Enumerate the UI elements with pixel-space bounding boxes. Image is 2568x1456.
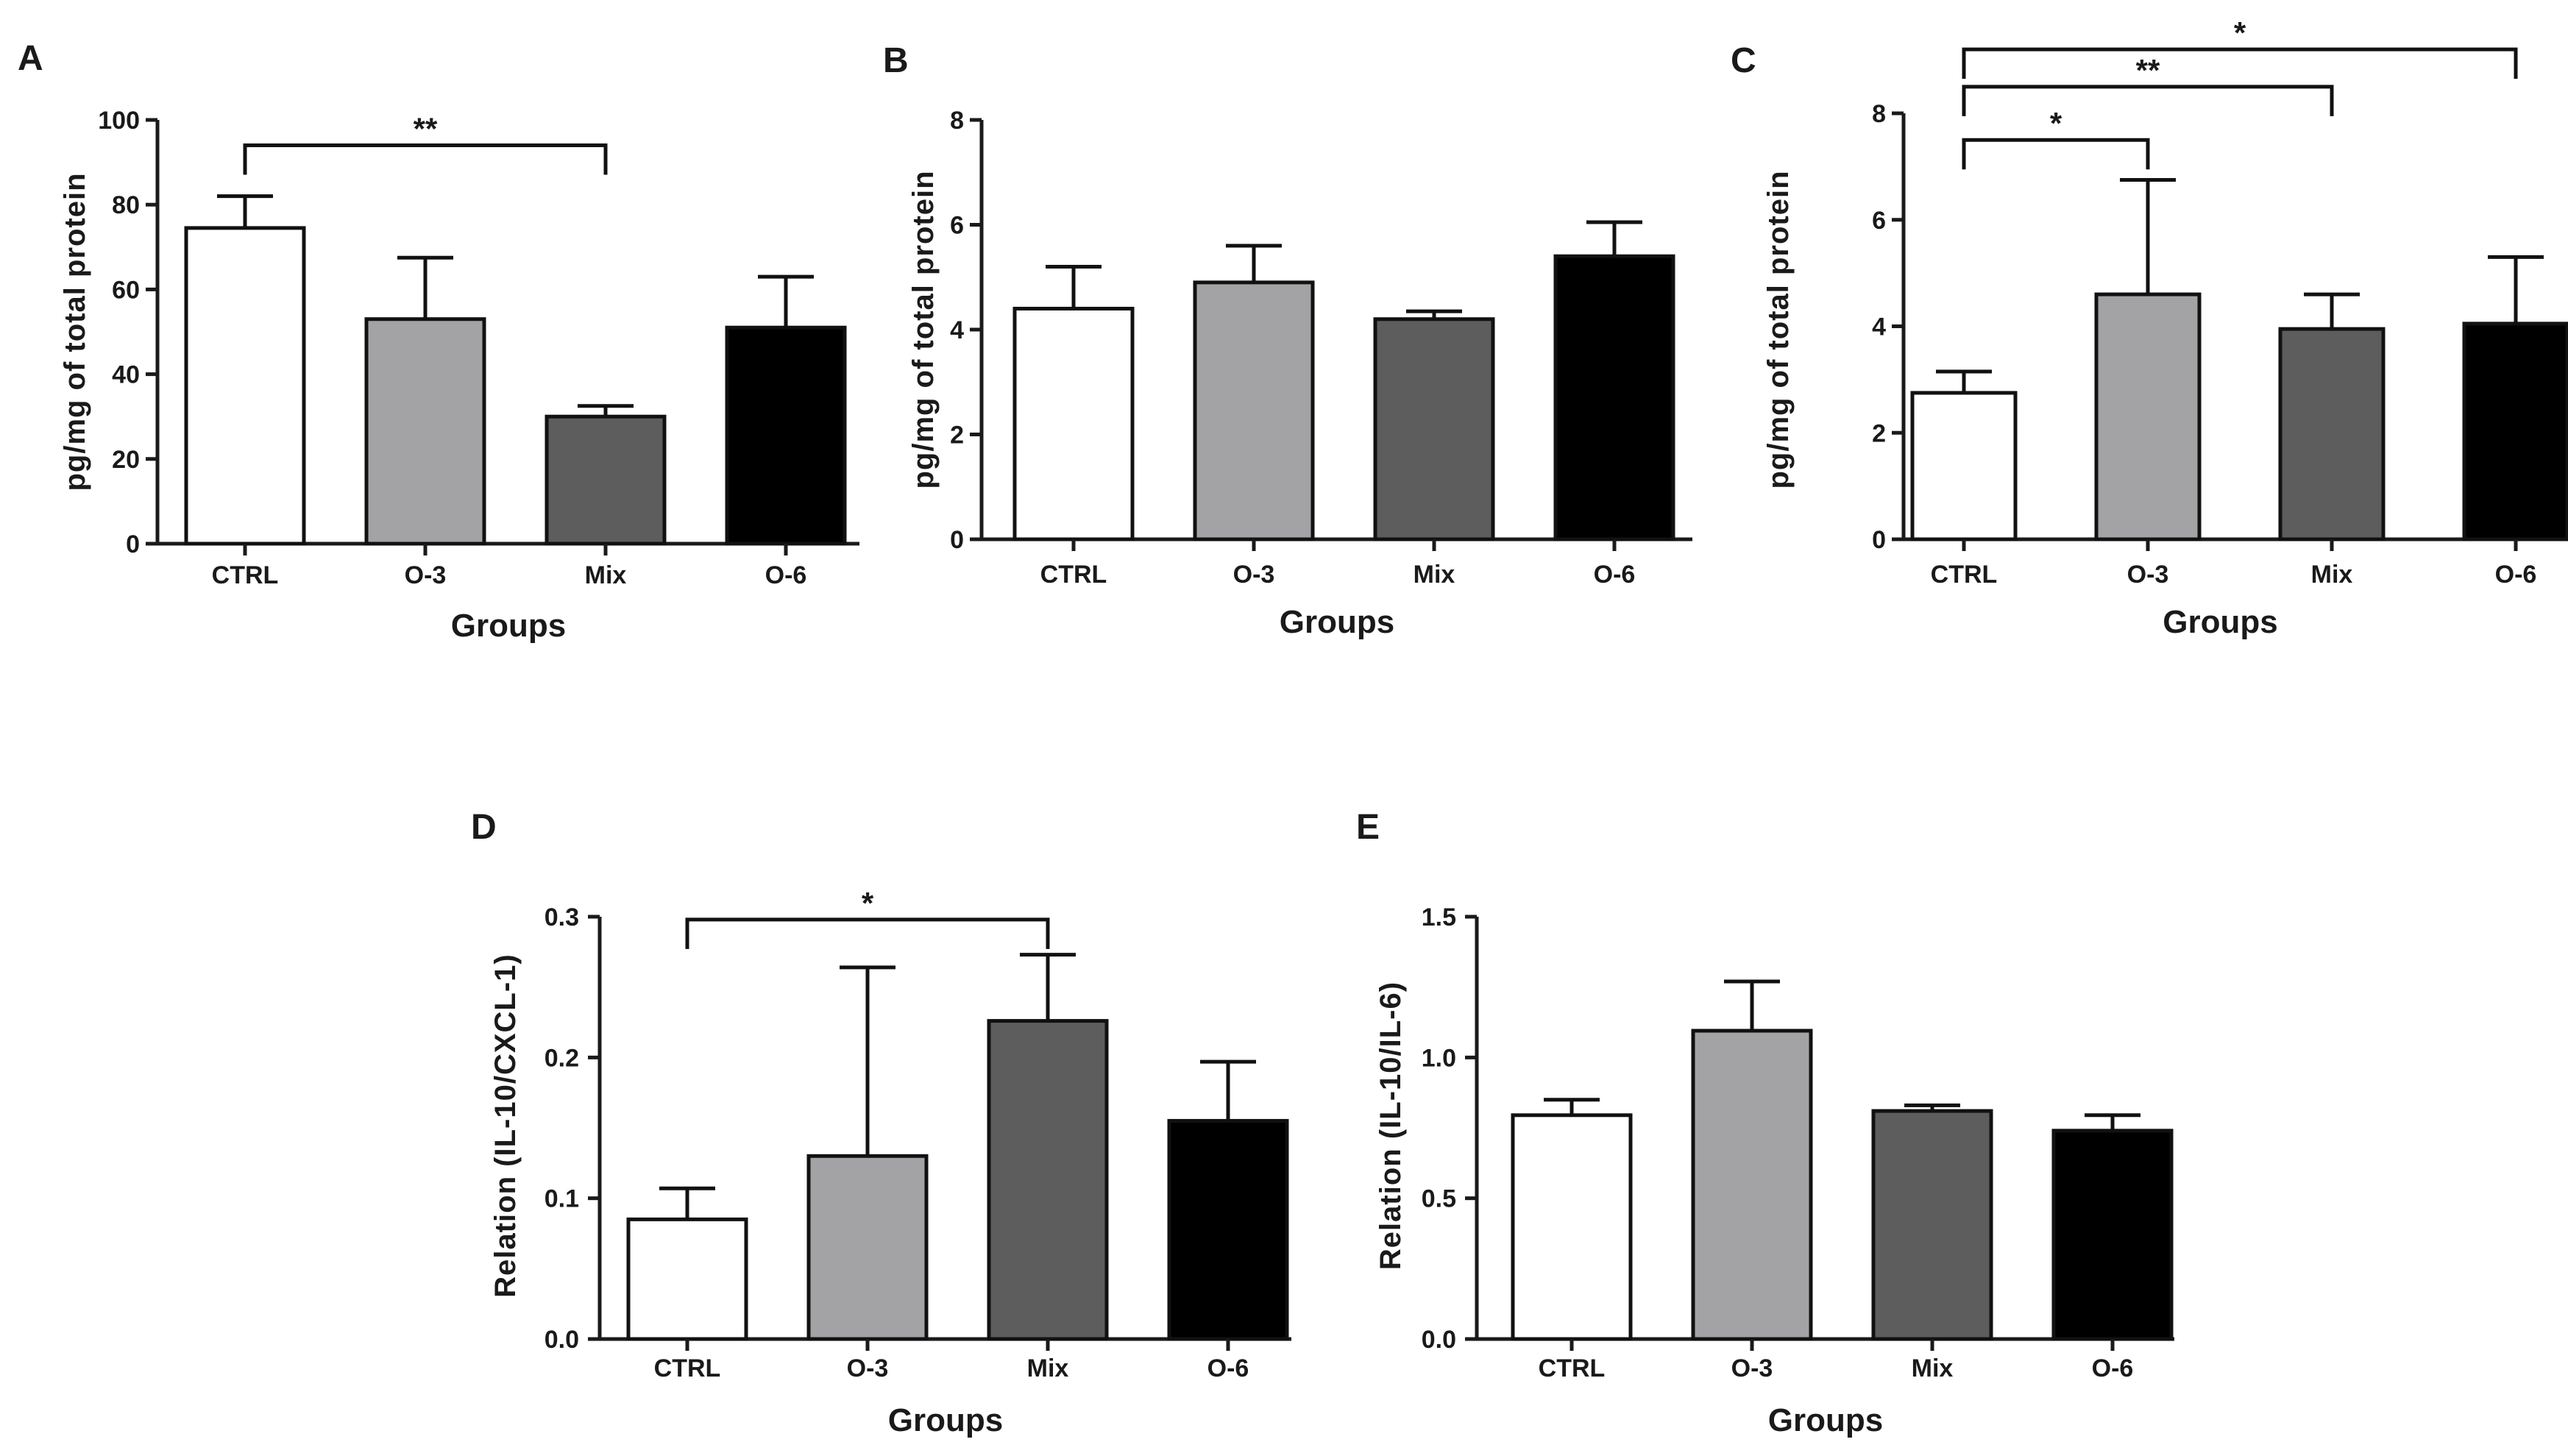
panel-a-bar-o-6 (725, 325, 847, 546)
panel-d-significance-label: * (862, 886, 874, 920)
panel-b-y-tick-label: 2 (950, 422, 964, 450)
panel-e-y-axis-title: Relation (IL-10/IL-6) (1375, 981, 1407, 1270)
panel-d-letter: D (471, 808, 497, 847)
panel-c-significance-bracket (1962, 85, 2334, 116)
panel-b-y-tick-label: 4 (950, 316, 964, 344)
panel-c-y-tick-label: 4 (1872, 313, 1886, 341)
panel-b-bar-mix (1373, 317, 1495, 541)
panel-c-significance-bracket (1962, 138, 2150, 170)
panel-a-x-tick-label: O-6 (765, 561, 807, 589)
panel-a-y-tick-label: 40 (112, 361, 140, 389)
panel-d-bar-ctrl (626, 1217, 748, 1341)
panel-a: A 0 20 40 60 80 100 CTRL O-3 Mix O-6 Groups pg/mg of… (18, 39, 859, 644)
panel-d-significance-bracket (685, 917, 1050, 949)
panel-d-y-tick-label: 0.3 (545, 903, 579, 931)
panel-b-y-tick-label: 0 (950, 526, 964, 554)
panel-b-bar-ctrl (1012, 307, 1135, 541)
panel-d-x-tick-label: CTRL (654, 1354, 721, 1382)
panel-d-y-axis-title: Relation (IL-10/CXCL-1) (489, 953, 522, 1297)
panel-e-bar-mix (1871, 1109, 1993, 1341)
panel-b-x-axis-title: Groups (1280, 604, 1394, 640)
panel-a-bar-o-3 (364, 317, 486, 546)
panel-e-y-tick-label: 1.0 (1422, 1044, 1456, 1072)
panel-a-significance-label: ** (414, 112, 438, 146)
panel-e-x-axis-title: Groups (1768, 1402, 1883, 1438)
panel-b-bar-o-3 (1193, 280, 1315, 541)
panel-e-y-tick-label: 1.5 (1422, 903, 1456, 931)
panel-e-bar-ctrl (1511, 1113, 1633, 1341)
panel-d-bar-o-3 (806, 1154, 929, 1341)
panel-c: C 0 2 4 6 8 CTRL O-3 Mix O-6 Groups pg/mg of total … (1731, 15, 2568, 640)
panel-a-y-tick-label: 100 (98, 107, 140, 135)
panel-a-y-tick-label: 20 (112, 446, 140, 474)
panel-e-x-tick-label: O-3 (1731, 1354, 1773, 1382)
panel-c-significance-bracket (1962, 47, 2518, 79)
panel-c-y-tick-label: 0 (1872, 526, 1886, 554)
panel-c-significance-label: * (2234, 15, 2246, 50)
panel-a-bar-ctrl (184, 226, 306, 546)
panel-d-x-tick-label: Mix (1027, 1354, 1069, 1382)
panel-e-y-tick-label: 0.5 (1422, 1185, 1456, 1213)
panel-d-x-tick-label: O-6 (1207, 1354, 1249, 1382)
panel-c-significance-label: ** (2136, 53, 2160, 88)
panel-e-bar-o-6 (2051, 1129, 2174, 1341)
panel-d-bar-o-6 (1167, 1118, 1289, 1341)
panel-a-y-tick-label: 0 (126, 530, 140, 558)
panel-d-x-tick-label: O-3 (847, 1354, 889, 1382)
panel-a-x-tick-label: CTRL (212, 561, 279, 589)
panel-e: E 0.0 0.5 1.0 1.5 CTRL O-3 Mix O-6 Groups Relation… (1356, 808, 2174, 1438)
panel-c-bar-o-6 (2462, 322, 2568, 541)
panel-b-letter: B (883, 41, 909, 80)
panel-d-x-axis-title: Groups (888, 1402, 1003, 1438)
panel-c-x-tick-label: O-6 (2495, 561, 2537, 589)
panel-b-y-tick-label: 8 (950, 107, 964, 135)
panel-b-bar-o-6 (1553, 254, 1675, 541)
panel-d-y-tick-label: 0.2 (545, 1044, 579, 1072)
panel-d: D 0.0 0.1 0.2 0.3 CTRL O-3 Mix O-6 Groups Relation… (471, 808, 1291, 1438)
panel-c-letter: C (1731, 41, 1756, 80)
panel-a-y-tick-label: 60 (112, 276, 140, 304)
panel-b: B 0 2 4 6 8 CTRL O-3 Mix O-6 Groups pg/mg of total … (883, 41, 1692, 640)
panel-c-bar-mix (2278, 327, 2386, 541)
panel-e-letter: E (1356, 808, 1380, 847)
panel-d-bar-mix (987, 1019, 1109, 1341)
panel-c-y-tick-label: 8 (1872, 100, 1886, 128)
panel-c-x-axis-title: Groups (2163, 604, 2277, 640)
panel-c-bar-ctrl (1910, 391, 2018, 541)
panel-c-y-tick-label: 6 (1872, 207, 1886, 235)
panel-c-x-tick-label: O-3 (2127, 561, 2169, 589)
panel-c-y-axis-title: pg/mg of total protein (1762, 170, 1795, 489)
panel-e-x-tick-label: CTRL (1539, 1354, 1606, 1382)
panel-a-x-axis-title: Groups (451, 608, 566, 644)
panel-e-bar-o-3 (1691, 1029, 1813, 1341)
panel-e-x-tick-label: Mix (1912, 1354, 1954, 1382)
panel-b-y-tick-label: 6 (950, 212, 964, 240)
panel-b-y-axis-title: pg/mg of total protein (907, 170, 940, 489)
panel-e-x-tick-label: O-6 (2092, 1354, 2134, 1382)
panel-e-y-tick-label: 0.0 (1422, 1326, 1456, 1354)
panel-b-x-tick-label: O-6 (1594, 561, 1636, 589)
panel-a-significance-bracket (243, 143, 608, 175)
panel-a-bar-mix (545, 414, 667, 546)
panel-c-x-tick-label: CTRL (1931, 561, 1998, 589)
panel-a-letter: A (18, 39, 43, 78)
panel-a-x-tick-label: O-3 (405, 561, 447, 589)
panel-b-x-tick-label: O-3 (1233, 561, 1275, 589)
panel-d-y-tick-label: 0.0 (545, 1326, 579, 1354)
panel-c-significance-label: * (2050, 106, 2062, 141)
panel-b-x-tick-label: Mix (1414, 561, 1455, 589)
panel-c-bar-o-3 (2094, 292, 2202, 541)
panel-a-y-tick-label: 80 (112, 191, 140, 219)
panel-c-y-tick-label: 2 (1872, 419, 1886, 447)
panel-a-y-axis-title: pg/mg of total protein (59, 172, 91, 491)
panel-c-x-tick-label: Mix (2311, 561, 2353, 589)
panel-d-y-tick-label: 0.1 (545, 1185, 579, 1213)
panel-a-x-tick-label: Mix (585, 561, 627, 589)
panel-b-x-tick-label: CTRL (1040, 561, 1107, 589)
